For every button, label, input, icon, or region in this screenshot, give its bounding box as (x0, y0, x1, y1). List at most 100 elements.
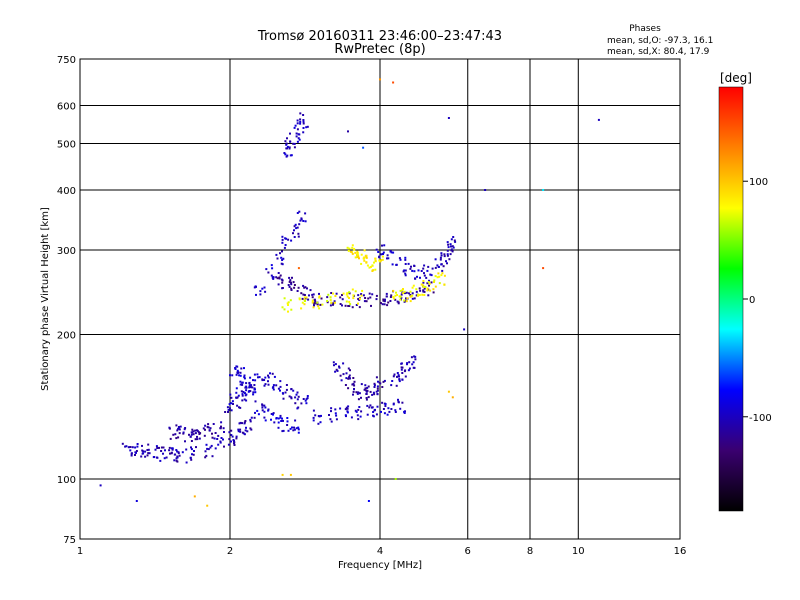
data-point (403, 290, 406, 293)
data-point (360, 253, 363, 256)
data-point (345, 377, 348, 380)
data-point (542, 267, 545, 270)
data-point (348, 305, 351, 307)
data-point (264, 383, 267, 386)
data-point (358, 392, 361, 395)
data-point (378, 256, 381, 259)
data-point (243, 367, 245, 370)
data-point (380, 410, 382, 413)
data-point (415, 294, 418, 297)
data-point (402, 288, 404, 290)
data-point (398, 257, 401, 260)
data-point (217, 443, 220, 446)
data-point (439, 256, 442, 259)
data-point (438, 282, 441, 285)
data-point (409, 267, 412, 270)
data-point (434, 275, 437, 278)
data-point (279, 274, 282, 277)
data-point (381, 244, 383, 247)
data-point (352, 393, 354, 396)
data-point (211, 436, 214, 439)
data-point (451, 250, 454, 253)
data-point (385, 295, 388, 298)
data-point (255, 285, 257, 288)
data-point (377, 251, 380, 253)
x-tick-label: 1 (77, 546, 83, 557)
data-point (382, 408, 385, 410)
colorbar-tick-label: 0 (749, 295, 755, 306)
data-point (372, 414, 374, 417)
data-point (204, 450, 207, 453)
data-point (368, 406, 371, 409)
data-point (334, 412, 337, 415)
data-point (292, 232, 294, 235)
data-point (395, 291, 397, 294)
data-point (351, 252, 354, 255)
data-point (373, 409, 376, 412)
data-point (245, 399, 248, 402)
data-point (297, 395, 300, 398)
data-point (346, 246, 349, 249)
data-point (363, 388, 366, 391)
data-point (239, 406, 242, 409)
data-point (389, 300, 392, 302)
data-point (404, 299, 407, 302)
data-point (381, 258, 384, 261)
data-point (330, 407, 333, 410)
data-point (190, 446, 192, 449)
data-point (360, 383, 363, 386)
data-point (159, 459, 162, 462)
data-point (281, 306, 284, 309)
data-point (318, 295, 321, 298)
data-point (146, 449, 149, 451)
data-point (249, 427, 252, 430)
data-point (249, 418, 252, 421)
data-point (253, 373, 256, 376)
data-point (297, 431, 300, 434)
data-point (345, 406, 348, 409)
data-point (283, 152, 286, 154)
data-point (244, 392, 246, 395)
data-point (401, 289, 404, 292)
data-point (256, 409, 259, 412)
data-point (207, 423, 210, 426)
y-tick-label: 300 (57, 246, 76, 257)
data-point (293, 146, 296, 149)
data-point (348, 247, 351, 250)
data-point (347, 405, 350, 408)
data-point (347, 387, 350, 390)
data-point (448, 258, 451, 261)
data-point (334, 295, 337, 297)
data-point (352, 382, 355, 385)
data-point (305, 402, 308, 405)
data-point (277, 426, 280, 429)
data-point (366, 264, 369, 267)
data-point (281, 235, 284, 238)
data-point (419, 276, 421, 279)
y-tick-label: 75 (63, 535, 76, 546)
data-point (236, 365, 239, 368)
data-point (176, 460, 179, 463)
data-point (352, 297, 355, 300)
data-point (177, 427, 180, 430)
data-point (391, 263, 394, 266)
data-point (297, 426, 300, 429)
data-point (250, 428, 253, 431)
data-point (210, 444, 213, 447)
data-point (411, 297, 414, 300)
data-point (212, 423, 215, 425)
data-point (380, 259, 383, 261)
data-point (396, 294, 398, 296)
data-point (364, 297, 367, 299)
data-point (397, 398, 399, 401)
data-point (287, 238, 290, 241)
data-point (401, 372, 404, 374)
data-point (348, 377, 351, 380)
data-point (347, 249, 350, 252)
data-point (302, 122, 305, 125)
data-point (293, 142, 296, 145)
data-point (344, 408, 347, 411)
data-point (264, 406, 267, 409)
data-point (388, 410, 391, 413)
data-point (314, 300, 317, 303)
